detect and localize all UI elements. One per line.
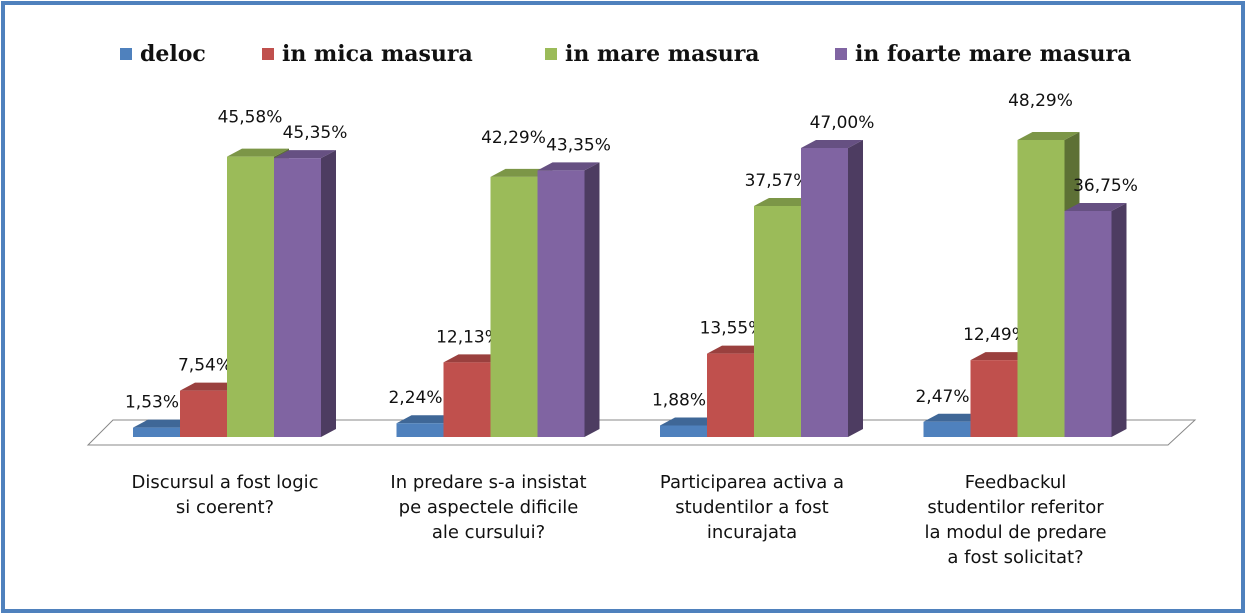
- bar-face: [133, 427, 180, 437]
- bar-face: [923, 413, 986, 422]
- bar-face: [321, 150, 336, 437]
- bar-face: [970, 360, 1018, 437]
- bar-face: [490, 168, 553, 177]
- bar-face: [801, 139, 863, 148]
- bar-face: [396, 415, 459, 424]
- bar-face: [848, 139, 863, 437]
- bar-face: [1017, 140, 1065, 438]
- bar-face: [660, 417, 722, 426]
- bar-face: [227, 156, 274, 438]
- value-label: 43,35%: [546, 135, 611, 155]
- bar-face: [274, 158, 321, 437]
- x-tick-label: Participarea activa a studentilor a fost…: [659, 472, 845, 543]
- bar-face: [396, 423, 444, 437]
- bar-face: [443, 362, 491, 437]
- bar-face: [490, 176, 538, 437]
- value-label: 1,88%: [652, 390, 706, 410]
- bar-face: [923, 421, 971, 437]
- bar-face: [707, 345, 769, 354]
- value-label: 1,53%: [125, 393, 179, 413]
- bar-face: [754, 197, 816, 206]
- value-label: 47,00%: [810, 113, 875, 133]
- bar-face: [754, 205, 801, 437]
- bar-face: [537, 170, 585, 437]
- x-tick-label: Feedbackul studentilor referitor la modu…: [924, 472, 1107, 568]
- bar: [274, 150, 336, 437]
- bar-face: [801, 147, 848, 437]
- bar-face: [443, 354, 506, 363]
- value-label: 2,47%: [915, 387, 969, 407]
- bar-face: [1064, 210, 1112, 437]
- bar-face: [133, 419, 195, 428]
- bar-face: [274, 150, 336, 159]
- bar-face: [180, 382, 242, 391]
- value-label: 48,29%: [1008, 91, 1073, 111]
- bar-face: [537, 162, 600, 171]
- value-label: 36,75%: [1073, 176, 1138, 196]
- value-label: 37,57%: [745, 171, 810, 191]
- bar-face: [1017, 132, 1080, 141]
- bar-face: [1064, 202, 1127, 211]
- value-label: 45,58%: [218, 108, 283, 128]
- bar-face: [584, 162, 600, 437]
- value-label: 45,35%: [283, 123, 348, 143]
- legend-label: deloc: [140, 41, 206, 67]
- legend-swatch: [545, 48, 557, 60]
- legend-swatch: [835, 48, 847, 60]
- bar-face: [970, 352, 1033, 361]
- legend-label: in mica masura: [282, 41, 473, 67]
- bar-face: [660, 425, 707, 437]
- value-label: 12,13%: [436, 327, 501, 347]
- value-label: 12,49%: [963, 325, 1028, 345]
- bar: [801, 139, 863, 437]
- x-tick-label: In predare s-a insistat pe aspectele dif…: [390, 472, 587, 543]
- bar-face: [707, 353, 754, 437]
- legend-swatch: [120, 48, 132, 60]
- value-label: 13,55%: [700, 319, 765, 339]
- legend-label: in foarte mare masura: [855, 41, 1131, 67]
- value-label: 7,54%: [178, 356, 232, 376]
- bar-face: [227, 148, 289, 157]
- bar-face: [180, 390, 227, 437]
- x-tick-label: Discursul a fost logic si coerent?: [131, 472, 319, 518]
- floor: [86, 419, 1197, 446]
- bar: [537, 162, 600, 437]
- value-label: 2,24%: [388, 388, 442, 408]
- legend-label: in mare masura: [565, 41, 760, 67]
- bar: [1064, 202, 1127, 437]
- value-label: 42,29%: [481, 128, 546, 148]
- bar-face: [1111, 202, 1127, 437]
- legend-swatch: [262, 48, 274, 60]
